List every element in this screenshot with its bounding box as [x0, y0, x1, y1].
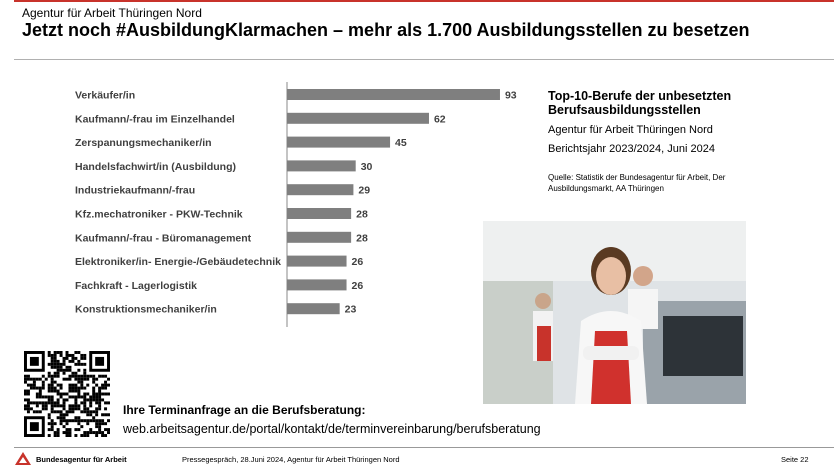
category-label: Fachkraft - Lagerlogistik [75, 280, 197, 292]
footer-text: Pressegespräch, 28.Juni 2024, Agentur fü… [182, 455, 400, 464]
value-label: 93 [505, 90, 517, 102]
bar-chart: Verkäufer/in 93 Kaufmann/-frau im Einzelha… [75, 82, 517, 327]
bar [287, 279, 347, 291]
footer-brand: Bundesagentur für Arbeit [36, 455, 127, 464]
value-label: 26 [352, 256, 364, 268]
category-label: Verkäufer/in [75, 90, 135, 102]
chart-title: Top-10-Berufe der unbesetzten Berufsausb… [548, 89, 732, 117]
ba-logo-icon [15, 452, 31, 465]
bar [287, 160, 356, 172]
value-label: 29 [358, 185, 370, 197]
booking-link[interactable]: web.arbeitsagentur.de/portal/kontakt/de/… [123, 422, 541, 436]
bar [287, 255, 347, 267]
category-label: Kaufmann/-frau im Einzelhandel [75, 113, 235, 125]
bar [287, 303, 340, 315]
value-label: 28 [356, 232, 368, 244]
chart-source: Quelle: Statistik der Bundesagentur für … [548, 173, 726, 193]
value-label: 26 [352, 280, 364, 292]
bar [287, 208, 352, 219]
bar [287, 231, 352, 243]
footer-divider [14, 447, 834, 448]
category-label: Handelsfachwirt/in (Ausbildung) [75, 161, 236, 173]
bar [287, 112, 429, 124]
category-label: Kfz.mechatroniker - PKW-Technik [75, 209, 243, 221]
photo-saleswoman [483, 221, 746, 404]
value-label: 62 [434, 113, 446, 125]
chart-info: Top-10-Berufe der unbesetzten Berufsausb… [548, 89, 748, 194]
page-number: Seite 22 [781, 455, 809, 464]
qr-code[interactable] [24, 351, 110, 437]
agency-label: Agentur für Arbeit Thüringen Nord [22, 6, 202, 20]
value-label: 28 [356, 209, 368, 221]
bar [287, 136, 391, 148]
bar [287, 89, 500, 100]
cta-heading: Ihre Terminanfrage an die Berufsberatung… [123, 403, 366, 417]
chart-subtitle: Agentur für Arbeit Thüringen Nord [548, 124, 713, 136]
category-label: Industriekaufmann/-frau [75, 185, 195, 197]
category-label: Konstruktionsmechaniker/in [75, 304, 217, 316]
chart-period: Berichtsjahr 2023/2024, Juni 2024 [548, 143, 715, 155]
category-label: Elektroniker/in- Energie-/Gebäudetechnik [75, 256, 281, 268]
category-label: Zerspanungsmechaniker/in [75, 137, 212, 149]
page-title: Jetzt noch #AusbildungKlarmachen – mehr … [22, 20, 750, 40]
top-accent-line [14, 0, 834, 2]
header-divider [14, 59, 834, 60]
value-label: 30 [361, 161, 373, 173]
category-label: Kaufmann/-frau - Büromanagement [75, 232, 252, 244]
value-label: 45 [395, 137, 407, 149]
bar [287, 184, 354, 196]
value-label: 23 [345, 304, 357, 316]
